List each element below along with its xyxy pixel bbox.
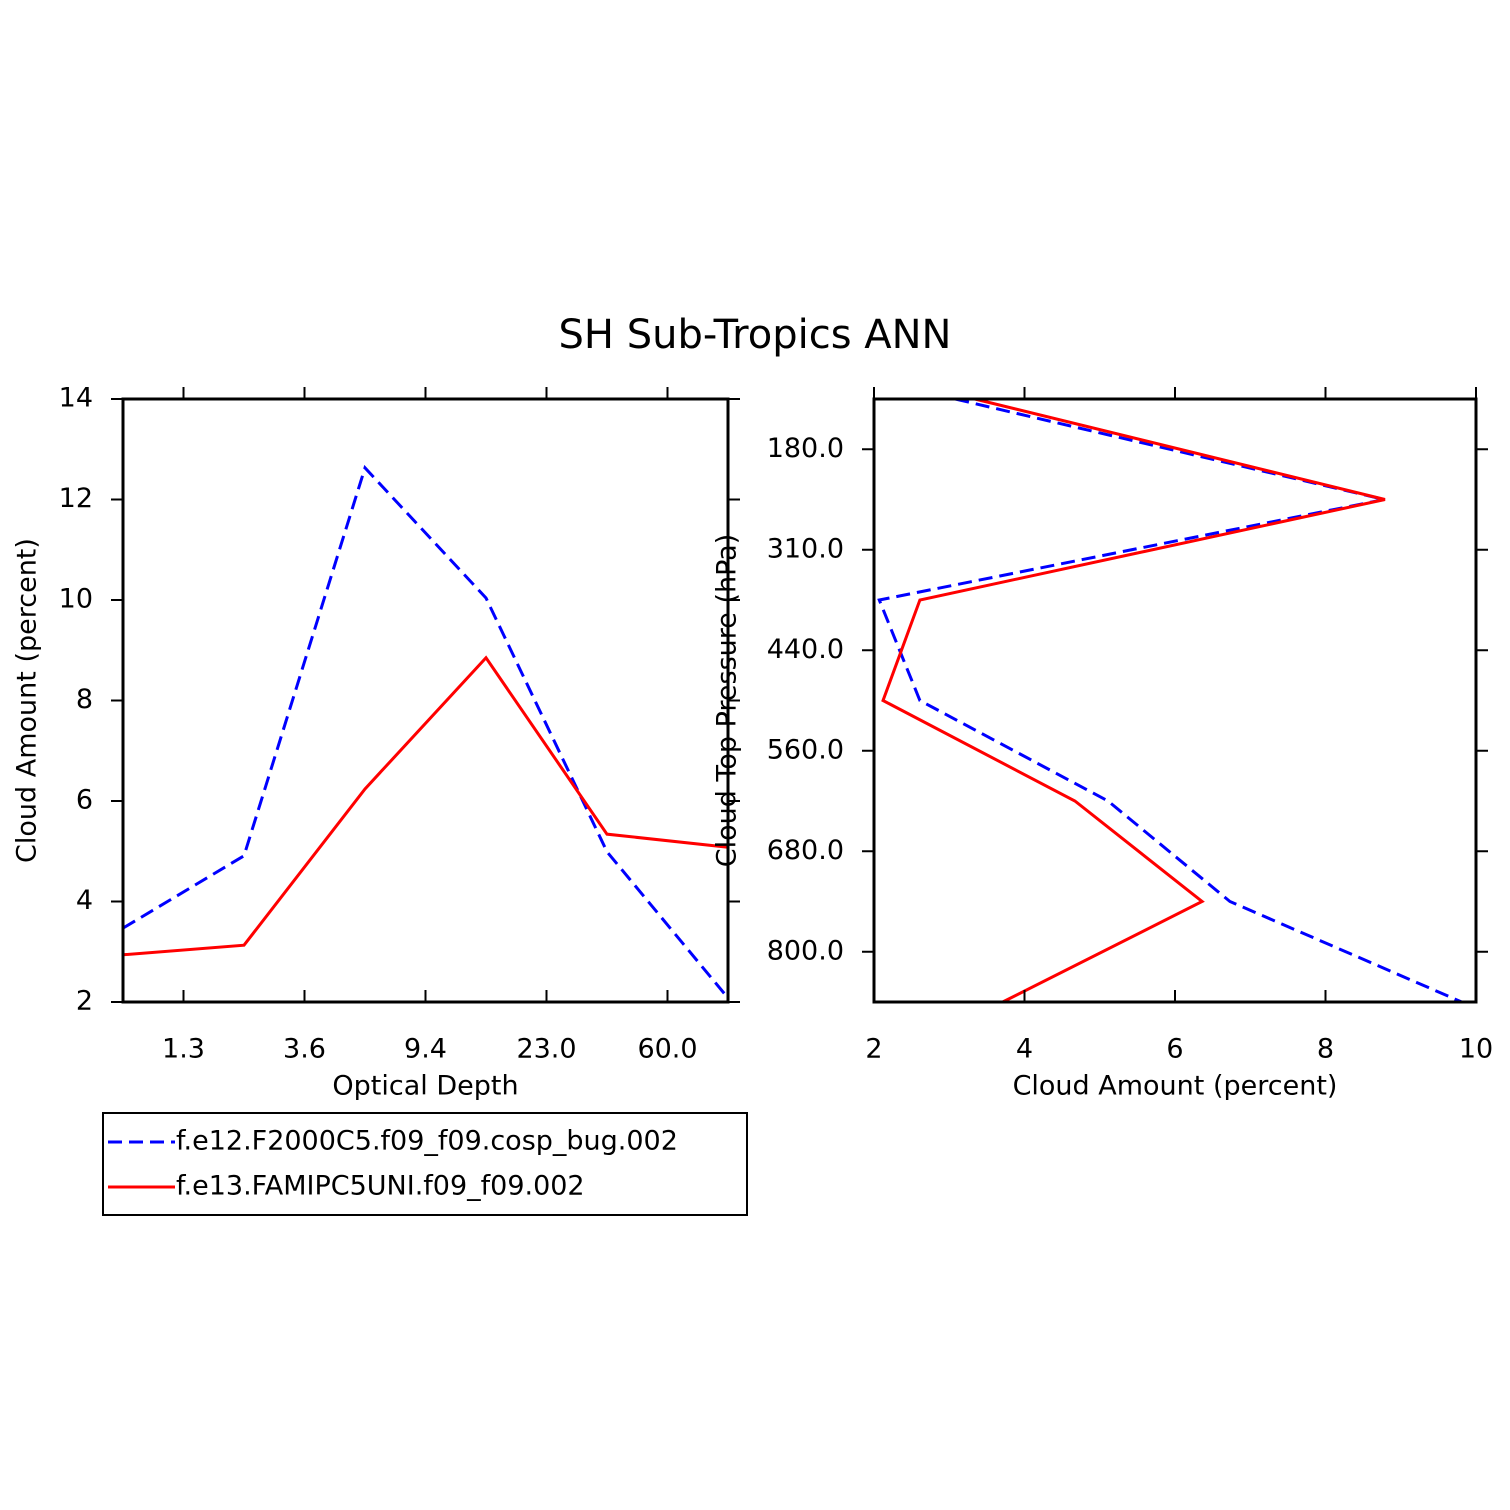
y-tick-label: 6 (76, 785, 93, 816)
y-tick-label: 4 (76, 885, 93, 916)
x-axis-label: Cloud Amount (percent) (1013, 1071, 1338, 1102)
x-tick-label: 9.4 (404, 1034, 447, 1065)
x-tick-label: 1.3 (162, 1034, 205, 1065)
y-tick-label: 680.0 (767, 835, 844, 866)
y-tick-label: 8 (76, 684, 93, 715)
x-axis-label: Optical Depth (332, 1071, 518, 1102)
plot-frame (872, 397, 1478, 1004)
series-line (877, 397, 1463, 1004)
series-line (122, 655, 729, 957)
series-line (122, 464, 730, 999)
x-tick-label: 6 (1166, 1034, 1183, 1065)
legend-label: f.e13.FAMIPC5UNI.f09_f09.002 (176, 1171, 585, 1202)
plot-frame (121, 397, 730, 1004)
y-tick-label: 560.0 (767, 734, 844, 765)
y-tick-label: 2 (76, 986, 93, 1017)
y-tick-label: 310.0 (767, 533, 844, 564)
y-tick-label: 12 (59, 483, 93, 514)
y-tick-label: 440.0 (767, 634, 844, 665)
x-tick-label: 3.6 (283, 1034, 326, 1065)
y-tick-label: 180.0 (767, 433, 844, 464)
y-axis-label: Cloud Amount (percent) (12, 538, 43, 863)
legend-label: f.e12.F2000C5.f09_f09.cosp_bug.002 (176, 1126, 678, 1157)
y-axis-label: Cloud Top Pressure (hPa) (712, 534, 743, 868)
x-tick-label: 4 (1016, 1034, 1033, 1065)
legend-box (102, 1112, 748, 1216)
series-line (881, 397, 1386, 1004)
y-tick-label: 10 (59, 584, 93, 615)
chart-title: SH Sub-Tropics ANN (559, 312, 952, 358)
x-tick-label: 2 (865, 1034, 882, 1065)
y-tick-label: 14 (59, 383, 93, 414)
x-tick-label: 10 (1459, 1034, 1493, 1065)
x-tick-label: 23.0 (516, 1034, 576, 1065)
x-tick-label: 8 (1317, 1034, 1334, 1065)
x-tick-label: 60.0 (637, 1034, 697, 1065)
y-tick-label: 800.0 (767, 935, 844, 966)
